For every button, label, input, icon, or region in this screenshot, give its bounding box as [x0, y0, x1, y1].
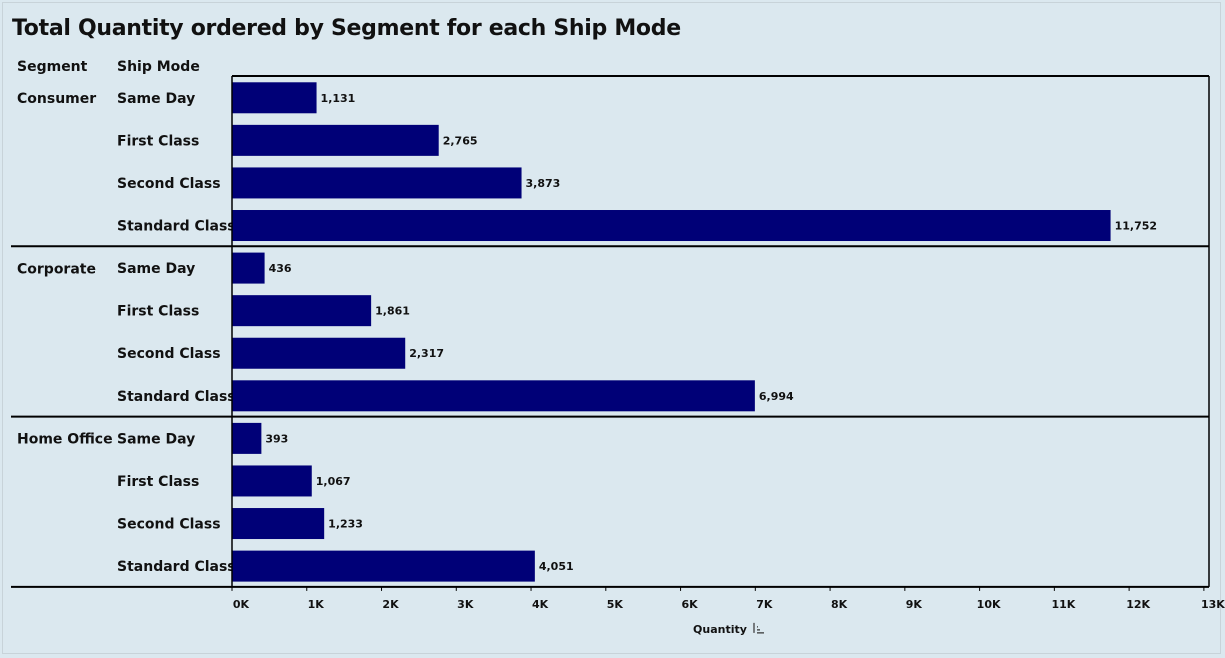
segment-label: Consumer — [17, 91, 96, 107]
bar-value-label: 11,752 — [1115, 220, 1157, 233]
x-tick-label: 5K — [607, 598, 624, 611]
bar-value-label: 1,131 — [321, 92, 356, 105]
bar-value-label: 436 — [269, 262, 292, 275]
bar — [232, 252, 265, 284]
x-tick-label: 4K — [532, 598, 549, 611]
ship-mode-label: Standard Class — [117, 559, 236, 575]
x-tick-label: 10K — [977, 598, 1001, 611]
bar — [232, 82, 317, 114]
bar-value-label: 1,861 — [375, 305, 410, 318]
ship-mode-label: Standard Class — [117, 219, 236, 235]
x-tick-label: 6K — [681, 598, 698, 611]
bar-value-label: 6,994 — [759, 390, 794, 403]
header-segment: Segment — [17, 59, 88, 75]
x-tick-label: 3K — [457, 598, 474, 611]
bar — [232, 422, 262, 454]
ship-mode-label: Standard Class — [117, 389, 236, 405]
segment-label: Corporate — [17, 261, 96, 277]
ship-mode-label: First Class — [117, 474, 199, 490]
x-tick-label: 9K — [906, 598, 923, 611]
x-tick-label: 1K — [308, 598, 325, 611]
bar-value-label: 1,233 — [328, 518, 363, 531]
bar — [232, 465, 312, 497]
bar — [232, 124, 439, 156]
ship-mode-label: Second Class — [117, 176, 221, 192]
header-ship-mode: Ship Mode — [117, 59, 200, 75]
x-axis-title: Quantity — [693, 623, 747, 636]
ship-mode-label: First Class — [117, 304, 199, 320]
bar-value-label: 1,067 — [316, 475, 351, 488]
x-tick-label: 13K — [1201, 598, 1225, 611]
ship-mode-label: First Class — [117, 133, 199, 149]
ship-mode-label: Same Day — [117, 261, 195, 277]
bar-value-label: 4,051 — [539, 560, 574, 573]
x-tick-label: 8K — [831, 598, 848, 611]
x-tick-label: 12K — [1126, 598, 1150, 611]
bar — [232, 508, 325, 540]
bar — [232, 210, 1111, 242]
chart-title: Total Quantity ordered by Segment for ea… — [12, 16, 681, 41]
sort-icon — [753, 622, 764, 634]
bar — [232, 167, 522, 199]
ship-mode-label: Same Day — [117, 91, 195, 107]
segment-label: Home Office — [17, 432, 113, 448]
bar-value-label: 393 — [265, 432, 288, 445]
bar-value-label: 2,765 — [443, 134, 478, 147]
x-tick-label: 2K — [382, 598, 399, 611]
bar-value-label: 2,317 — [409, 347, 444, 360]
ship-mode-label: Second Class — [117, 517, 221, 533]
x-tick-label: 11K — [1051, 598, 1075, 611]
ship-mode-label: Same Day — [117, 431, 195, 447]
x-tick-label: 7K — [756, 598, 773, 611]
bar — [232, 550, 535, 582]
bar — [232, 380, 755, 412]
x-tick-label: 0K — [233, 598, 250, 611]
bar-value-label: 3,873 — [526, 177, 561, 190]
bar — [232, 337, 406, 369]
bar — [232, 295, 372, 327]
ship-mode-label: Second Class — [117, 346, 221, 362]
